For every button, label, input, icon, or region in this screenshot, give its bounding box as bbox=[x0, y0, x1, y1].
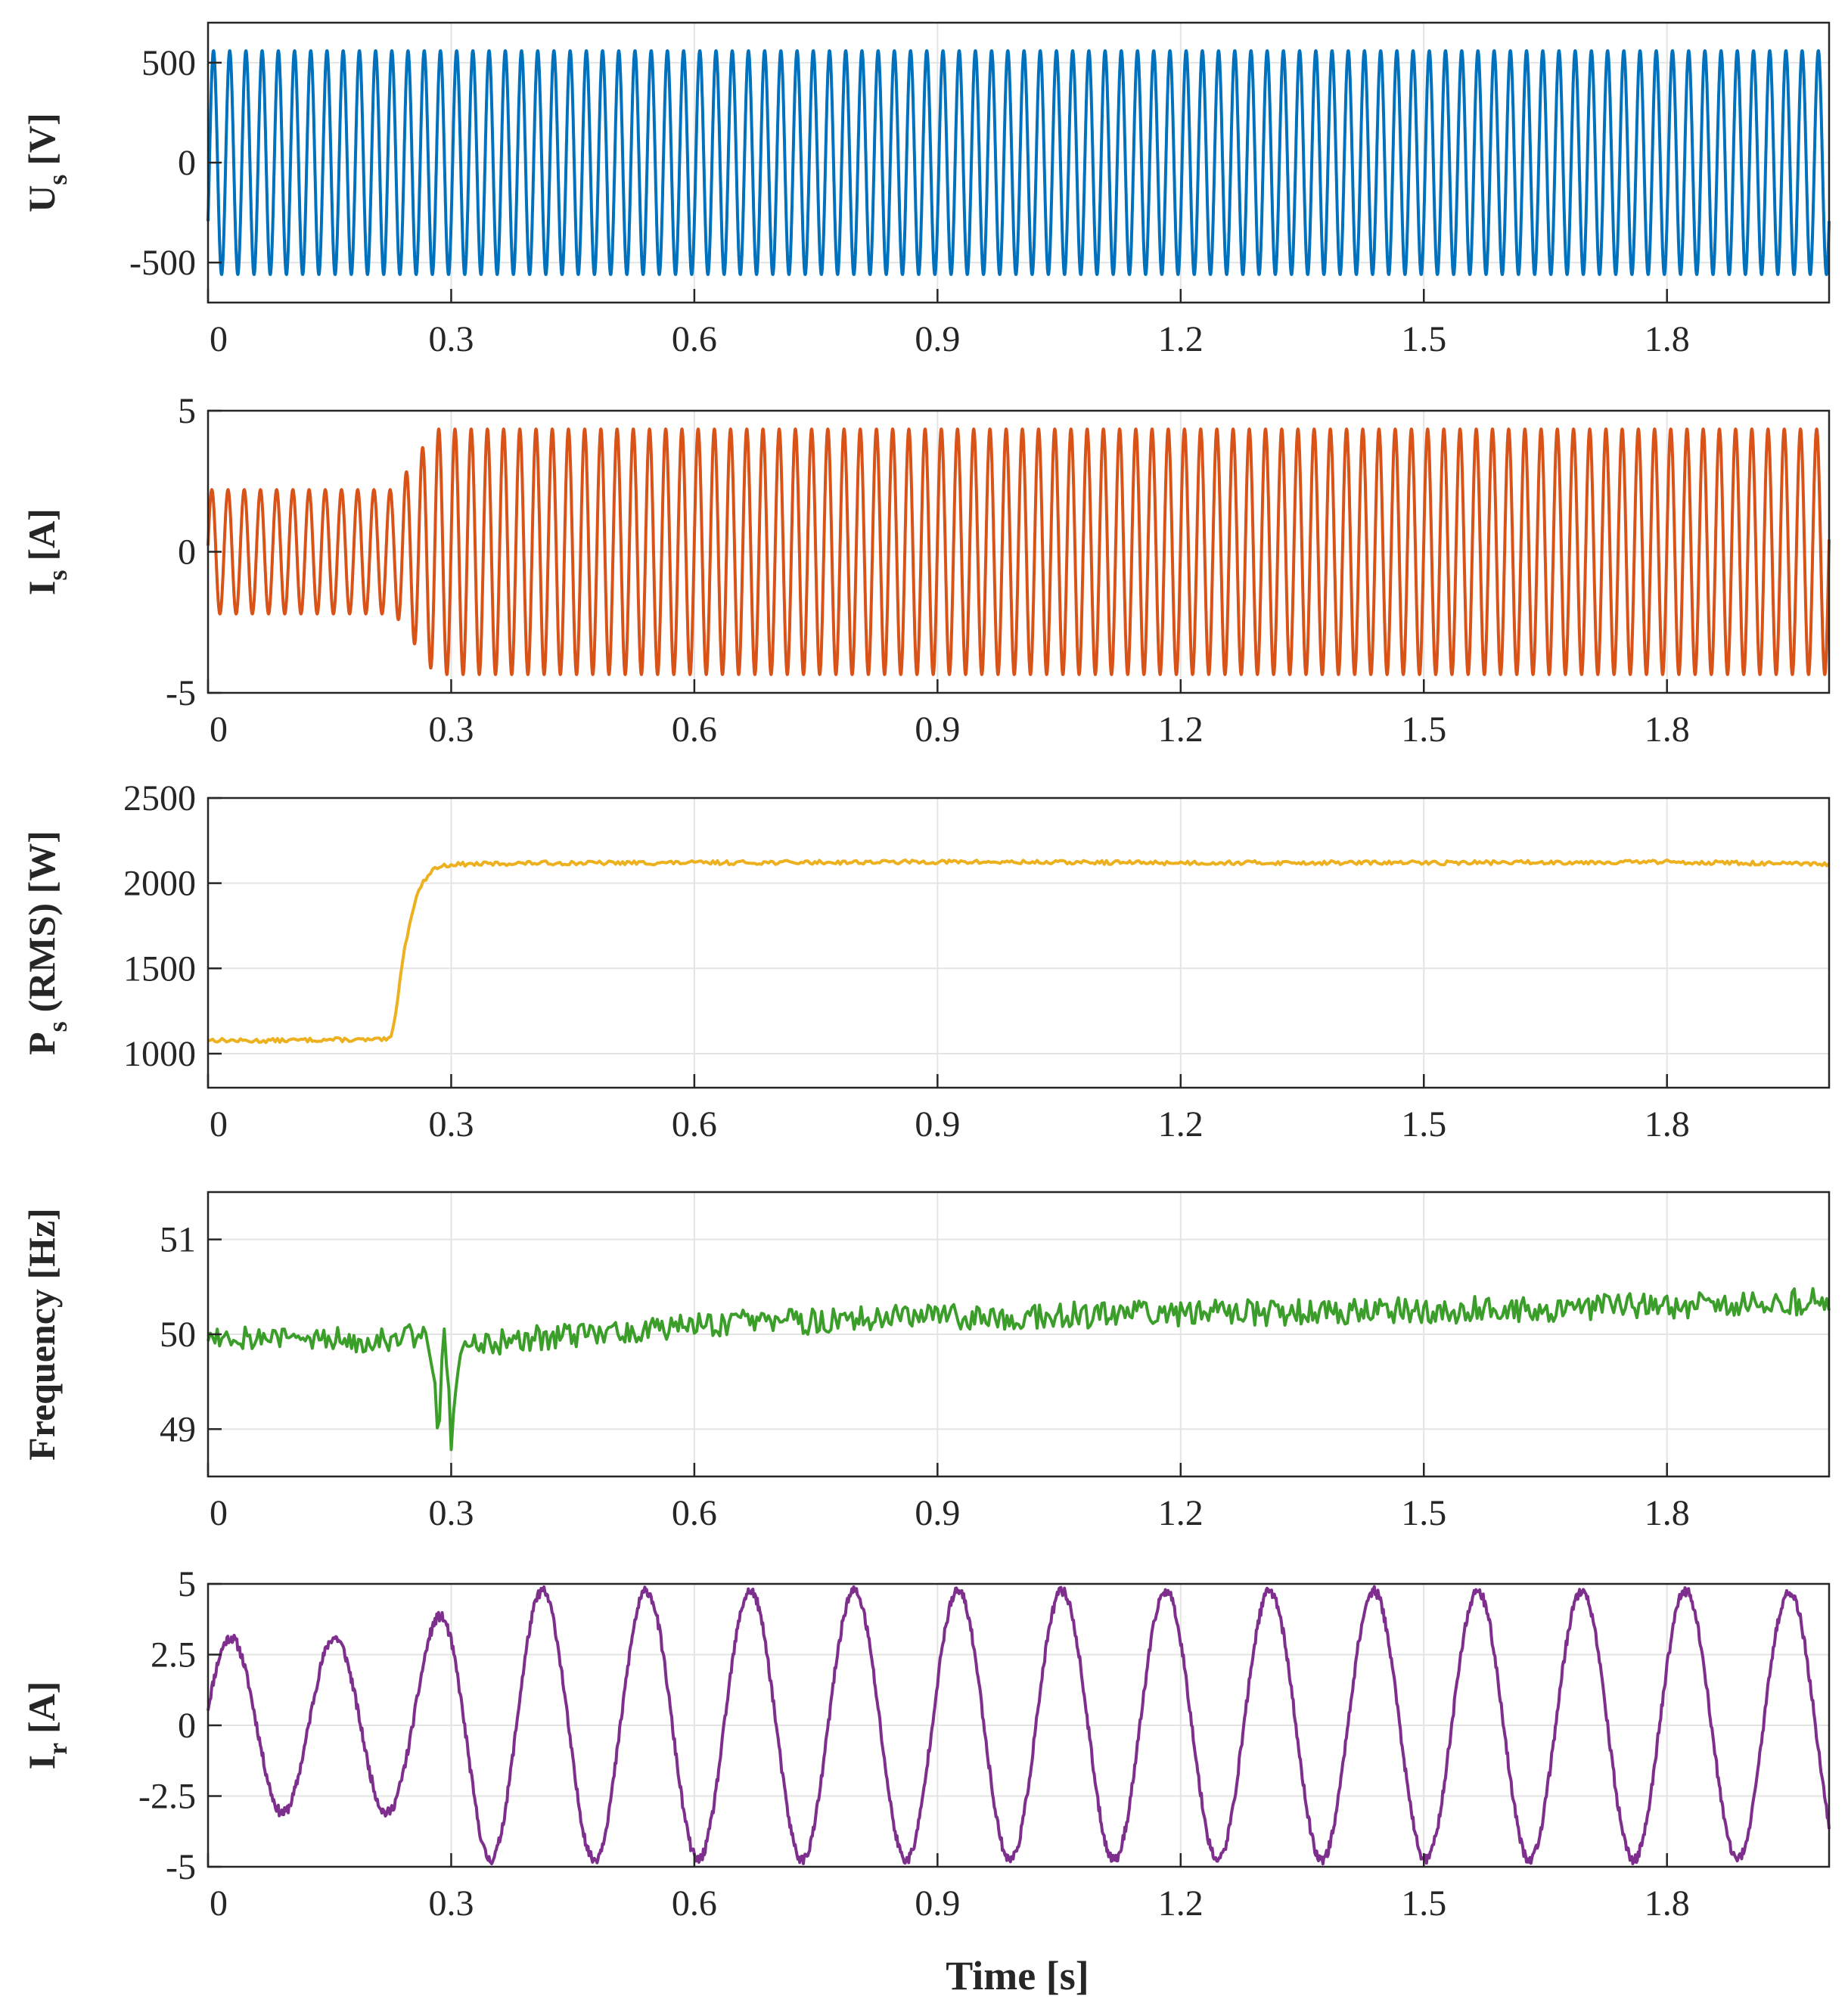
y-tick-label: 2000 bbox=[123, 864, 196, 904]
y-axis-label-subscript: s bbox=[42, 175, 73, 185]
x-axis-label: Time [s] bbox=[946, 1953, 1089, 1998]
x-tick-label: 1.5 bbox=[1401, 319, 1446, 359]
y-axis-label-unit: (RMS) [W] bbox=[20, 831, 63, 1012]
y-tick-label: 500 bbox=[141, 43, 196, 83]
x-tick-label: 1.8 bbox=[1645, 1493, 1690, 1533]
y-axis-label: Ps (RMS) [W] bbox=[20, 831, 73, 1055]
x-tick-label: 0.3 bbox=[428, 319, 474, 359]
y-axis-label-unit: [V] bbox=[20, 113, 63, 165]
y-axis-label: Frequency [Hz] bbox=[20, 1208, 63, 1461]
x-tick-label: 0.9 bbox=[915, 1104, 960, 1144]
y-axis-label: Us [V] bbox=[20, 113, 73, 213]
y-axis-label-unit: [A] bbox=[20, 1681, 63, 1734]
y-axis-label-subscript: r bbox=[42, 1743, 73, 1755]
x-tick-label: 1.8 bbox=[1645, 1104, 1690, 1144]
x-tick-label: 1.2 bbox=[1158, 1883, 1204, 1924]
x-tick-label: 0 bbox=[210, 319, 228, 359]
y-tick-label: 2.5 bbox=[151, 1635, 196, 1675]
y-tick-label: 5 bbox=[178, 1564, 196, 1604]
x-tick-label: 0.6 bbox=[672, 1104, 717, 1144]
x-tick-label: 1.2 bbox=[1158, 319, 1204, 359]
x-tick-label: 0.3 bbox=[428, 1883, 474, 1924]
x-tick-label: 1.5 bbox=[1401, 709, 1446, 750]
x-tick-label: 0.9 bbox=[915, 1493, 960, 1533]
x-tick-label: 1.8 bbox=[1645, 1883, 1690, 1924]
x-tick-label: 1.2 bbox=[1158, 1104, 1204, 1144]
y-tick-label: -5 bbox=[166, 673, 196, 713]
y-tick-label: 0 bbox=[178, 143, 196, 183]
x-tick-label: 0 bbox=[210, 1104, 228, 1144]
x-tick-label: 0 bbox=[210, 1493, 228, 1533]
x-tick-label: 1.8 bbox=[1645, 319, 1690, 359]
x-tick-label: 0.3 bbox=[428, 709, 474, 750]
y-axis-label-main: I bbox=[20, 580, 63, 595]
x-tick-label: 1.5 bbox=[1401, 1883, 1446, 1924]
y-axis-label: Is [A] bbox=[20, 508, 73, 595]
panel-ir-plot: 0 0.3 0.6 0.9 1.2 1.5 1.8 -5 -2.5 0 2.5 5 Ir [A] bbox=[20, 1564, 1831, 1924]
y-tick-label: 1000 bbox=[123, 1034, 196, 1074]
x-tick-label: 0.6 bbox=[672, 709, 717, 750]
y-tick-label: 0 bbox=[178, 532, 196, 573]
x-tick-label: 1.5 bbox=[1401, 1104, 1446, 1144]
y-tick-label: 49 bbox=[160, 1409, 196, 1449]
y-tick-label: 51 bbox=[160, 1220, 196, 1260]
series-line-freq bbox=[207, 1287, 1831, 1452]
y-axis-label: Ir [A] bbox=[20, 1681, 73, 1770]
x-tick-label: 1.8 bbox=[1645, 709, 1690, 750]
x-tick-label: 0.6 bbox=[672, 1493, 717, 1533]
panel-ps-plot: 0 0.3 0.6 0.9 1.2 1.5 1.8 1000 1500 2000 2500 Ps (RM… bbox=[20, 778, 1831, 1144]
y-tick-label: 50 bbox=[160, 1315, 196, 1355]
x-tick-label: 0 bbox=[210, 1883, 228, 1924]
y-tick-label: 0 bbox=[178, 1706, 196, 1746]
y-axis-label-main: I bbox=[20, 1755, 63, 1769]
x-tick-label: 1.2 bbox=[1158, 1493, 1204, 1533]
y-tick-label: -5 bbox=[166, 1847, 196, 1887]
x-tick-label: 0.9 bbox=[915, 709, 960, 750]
x-tick-label: 0.6 bbox=[672, 319, 717, 359]
x-tick-label: 0.9 bbox=[915, 319, 960, 359]
series-line-is bbox=[207, 427, 1831, 676]
series-line-us bbox=[207, 49, 1831, 276]
x-tick-label: 1.2 bbox=[1158, 709, 1204, 750]
y-axis-label-unit: [A] bbox=[20, 508, 63, 560]
y-tick-label: 1500 bbox=[123, 949, 196, 989]
y-tick-label: -500 bbox=[129, 243, 196, 283]
y-tick-label: -2.5 bbox=[138, 1777, 196, 1817]
x-tick-label: 0.6 bbox=[672, 1883, 717, 1924]
panel-us-plot: 0 0.3 0.6 0.9 1.2 1.5 1.8 -500 0 500 Us [V] bbox=[20, 21, 1831, 359]
x-tick-label: 0.3 bbox=[428, 1493, 474, 1533]
plot-area bbox=[208, 798, 1829, 1088]
axes-frame bbox=[207, 796, 1831, 1089]
series-line-ir bbox=[207, 1585, 1831, 1866]
x-tick-label: 0.9 bbox=[915, 1883, 960, 1924]
y-axis-label-subscript: s bbox=[42, 570, 73, 580]
panel-is-plot: 0 0.3 0.6 0.9 1.2 1.5 1.8 -5 0 5 Is [A] bbox=[20, 391, 1831, 750]
y-axis-label-main: Frequency [Hz] bbox=[20, 1208, 63, 1461]
panel-frequency-plot: 0 0.3 0.6 0.9 1.2 1.5 1.8 49 50 51 Frequency [Hz] bbox=[20, 1191, 1831, 1533]
y-axis-label-subscript: s bbox=[42, 1021, 73, 1032]
x-tick-label: 1.5 bbox=[1401, 1493, 1446, 1533]
y-axis-label-main: U bbox=[20, 185, 63, 213]
y-axis-label-main: P bbox=[20, 1032, 63, 1055]
x-tick-label: 0.3 bbox=[428, 1104, 474, 1144]
series-line-ps bbox=[207, 858, 1831, 1045]
y-tick-label: 2500 bbox=[123, 778, 196, 818]
y-tick-label: 5 bbox=[178, 391, 196, 431]
x-tick-label: 0 bbox=[210, 709, 228, 750]
